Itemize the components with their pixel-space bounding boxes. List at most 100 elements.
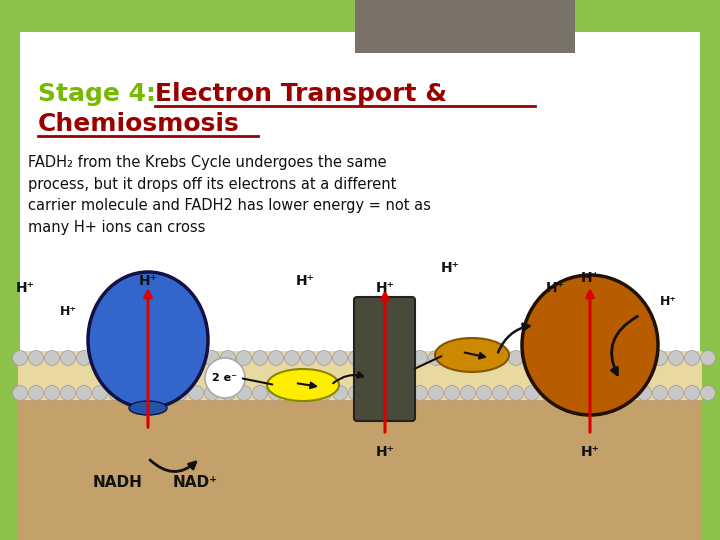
Circle shape [284, 386, 300, 401]
Circle shape [557, 350, 572, 366]
Circle shape [92, 350, 107, 366]
Text: H⁺: H⁺ [376, 281, 395, 295]
Circle shape [413, 350, 428, 366]
FancyBboxPatch shape [354, 297, 415, 421]
Circle shape [461, 386, 475, 401]
Bar [0, 0, 20, 540]
Circle shape [156, 386, 171, 401]
Circle shape [253, 350, 268, 366]
Circle shape [701, 386, 716, 401]
Text: H⁺: H⁺ [580, 445, 600, 459]
Circle shape [173, 386, 187, 401]
Circle shape [125, 350, 140, 366]
Circle shape [461, 350, 475, 366]
Ellipse shape [88, 272, 208, 408]
Circle shape [60, 350, 76, 366]
Circle shape [269, 386, 284, 401]
Circle shape [220, 386, 235, 401]
Circle shape [236, 386, 251, 401]
Text: H⁺: H⁺ [138, 274, 158, 288]
Circle shape [269, 350, 284, 366]
Text: H⁺: H⁺ [296, 274, 315, 288]
Circle shape [685, 386, 700, 401]
Circle shape [348, 386, 364, 401]
Text: FADH₂ from the Krebs Cycle undergoes the same
process, but it drops off its elec: FADH₂ from the Krebs Cycle undergoes the… [28, 155, 431, 235]
Circle shape [60, 386, 76, 401]
Circle shape [428, 350, 444, 366]
Circle shape [588, 350, 603, 366]
Circle shape [668, 350, 683, 366]
Text: H⁺: H⁺ [660, 295, 677, 308]
Circle shape [333, 350, 348, 366]
Circle shape [317, 350, 331, 366]
Text: H⁺: H⁺ [376, 445, 395, 459]
Circle shape [588, 386, 603, 401]
Ellipse shape [435, 338, 509, 372]
Circle shape [76, 350, 91, 366]
Circle shape [45, 386, 60, 401]
Circle shape [284, 350, 300, 366]
Ellipse shape [522, 275, 658, 415]
Text: H⁺: H⁺ [60, 305, 76, 318]
Circle shape [492, 350, 508, 366]
Circle shape [220, 350, 235, 366]
Circle shape [541, 386, 556, 401]
Circle shape [492, 386, 508, 401]
Text: H⁺: H⁺ [16, 281, 35, 295]
Circle shape [333, 386, 348, 401]
Circle shape [397, 350, 412, 366]
Circle shape [541, 350, 556, 366]
Circle shape [444, 350, 459, 366]
Circle shape [45, 350, 60, 366]
Bar [578, 53, 580, 533]
Circle shape [173, 350, 187, 366]
Text: NAD⁺: NAD⁺ [172, 475, 217, 490]
Circle shape [685, 350, 700, 366]
Circle shape [508, 386, 523, 401]
Circle shape [477, 386, 492, 401]
Circle shape [300, 350, 315, 366]
Ellipse shape [129, 401, 167, 415]
Circle shape [12, 350, 27, 366]
Text: H⁺: H⁺ [546, 281, 564, 295]
Circle shape [652, 386, 667, 401]
Circle shape [380, 350, 395, 366]
Circle shape [364, 350, 379, 366]
Text: Electron Transport &: Electron Transport & [155, 82, 447, 106]
Circle shape [413, 386, 428, 401]
Text: Stage 4:: Stage 4: [38, 82, 165, 106]
Circle shape [12, 386, 27, 401]
Circle shape [204, 386, 220, 401]
Circle shape [380, 386, 395, 401]
Circle shape [300, 386, 315, 401]
Text: 2 e⁻: 2 e⁻ [212, 373, 238, 383]
Circle shape [701, 350, 716, 366]
Circle shape [572, 386, 588, 401]
Circle shape [524, 350, 539, 366]
Text: H⁺: H⁺ [580, 271, 600, 285]
Bar [700, 0, 720, 540]
Text: NADH: NADH [93, 475, 143, 490]
Circle shape [605, 350, 619, 366]
Circle shape [605, 386, 619, 401]
Circle shape [156, 350, 171, 366]
Circle shape [364, 386, 379, 401]
Circle shape [205, 358, 245, 398]
Circle shape [557, 386, 572, 401]
Circle shape [524, 386, 539, 401]
Text: H⁺: H⁺ [441, 261, 459, 275]
Circle shape [92, 386, 107, 401]
Circle shape [76, 386, 91, 401]
Ellipse shape [267, 369, 339, 401]
FancyBboxPatch shape [18, 30, 702, 530]
Circle shape [621, 386, 636, 401]
Circle shape [189, 386, 204, 401]
Bar [18, 351, 702, 406]
Circle shape [636, 386, 652, 401]
Bar [355, 0, 575, 58]
Circle shape [140, 386, 156, 401]
Circle shape [29, 350, 43, 366]
Circle shape [204, 350, 220, 366]
Bar [350, 53, 352, 533]
Circle shape [652, 350, 667, 366]
